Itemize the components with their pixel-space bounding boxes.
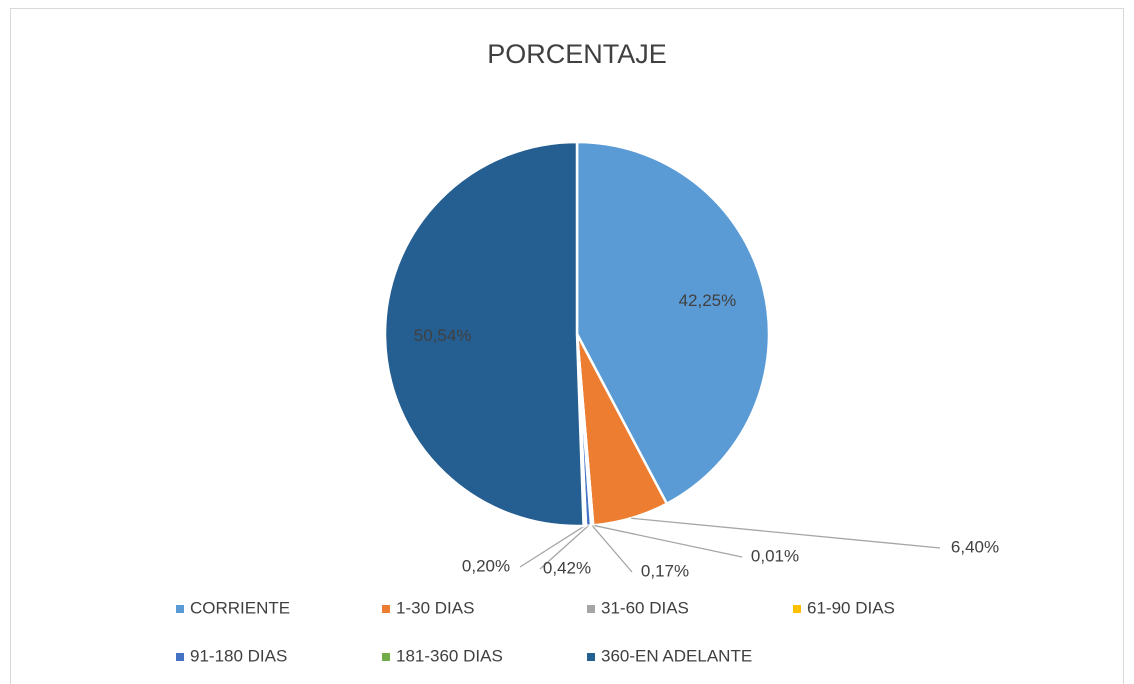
- pie-slice: [575, 140, 771, 506]
- legend-swatch: [176, 653, 184, 661]
- data-label: 0,20%: [462, 556, 510, 575]
- data-label: 0,42%: [543, 558, 591, 577]
- data-label: 0,17%: [641, 561, 689, 580]
- data-label: 0,01%: [751, 546, 799, 565]
- leader-line: [631, 517, 941, 549]
- chart-title: PORCENTAJE: [487, 39, 667, 69]
- legend-label: 360-EN ADELANTE: [601, 646, 752, 665]
- leader-line: [593, 524, 743, 558]
- legend-label: 91-180 DIAS: [190, 646, 287, 665]
- legend-label: CORRIENTE: [190, 598, 290, 617]
- legend-label: 31-60 DIAS: [601, 598, 689, 617]
- data-label: 6,40%: [951, 537, 999, 556]
- data-label: 50,54%: [414, 326, 472, 345]
- legend-swatch: [176, 605, 184, 613]
- leader-line: [591, 524, 633, 573]
- legend-swatch: [587, 605, 595, 613]
- legend-label: 1-30 DIAS: [396, 598, 474, 617]
- legend-label: 61-90 DIAS: [807, 598, 895, 617]
- leader-line: [539, 525, 589, 570]
- pie-slice: [383, 140, 585, 528]
- legend-swatch: [587, 653, 595, 661]
- legend-swatch: [793, 605, 801, 613]
- leader-line: [519, 525, 586, 568]
- legend-swatch: [382, 653, 390, 661]
- legend-label: 181-360 DIAS: [396, 646, 503, 665]
- data-label: 42,25%: [679, 291, 737, 310]
- legend-swatch: [382, 605, 390, 613]
- chart-frame: [10, 8, 1124, 684]
